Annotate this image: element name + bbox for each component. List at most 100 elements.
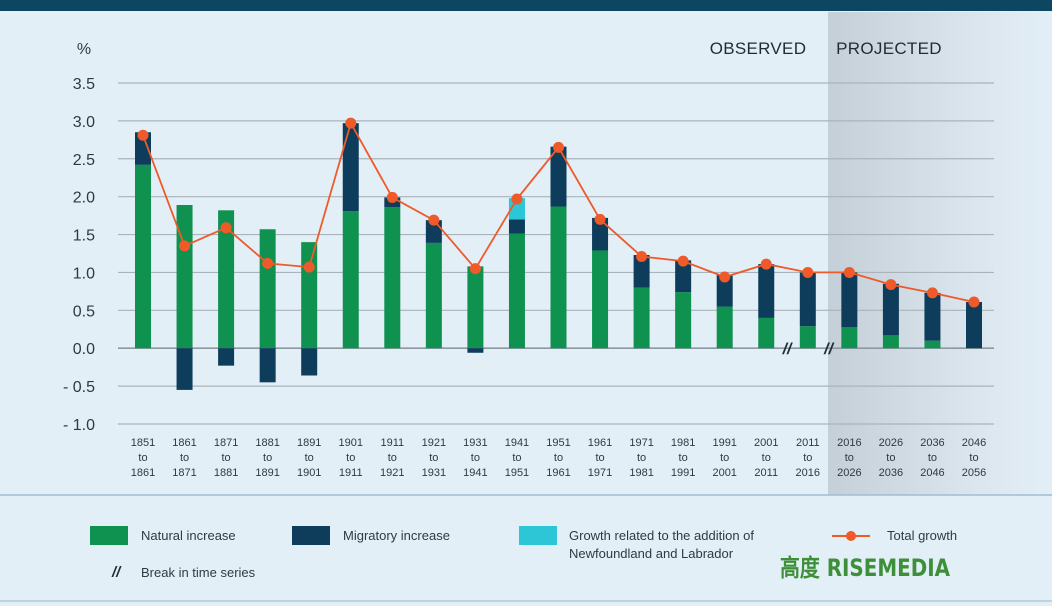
total-growth-point bbox=[428, 214, 440, 226]
total-growth-point bbox=[469, 263, 481, 275]
legend-label-natural: Natural increase bbox=[141, 528, 236, 543]
bar-migratory-increase bbox=[633, 255, 650, 288]
y-tick-label: 0.5 bbox=[73, 303, 95, 320]
x-tick-label: 2046 bbox=[962, 437, 986, 449]
y-unit-label: % bbox=[77, 41, 91, 58]
total-growth-point bbox=[719, 271, 731, 283]
x-tick-label: to bbox=[928, 452, 937, 464]
x-tick-label: to bbox=[429, 452, 438, 464]
total-growth-point bbox=[677, 255, 689, 267]
x-tick-label: 1991 bbox=[671, 467, 695, 479]
x-tick-label: to bbox=[845, 452, 854, 464]
bar-newfoundland-addition bbox=[508, 198, 525, 220]
bar-natural-increase bbox=[882, 335, 899, 349]
x-tick-label: 1851 bbox=[131, 437, 155, 449]
total-growth-point bbox=[137, 129, 149, 141]
x-tick-label: 1971 bbox=[629, 437, 653, 449]
x-tick-label: to bbox=[222, 452, 231, 464]
bar-natural-increase bbox=[758, 317, 775, 349]
legend-label-break: Break in time series bbox=[141, 565, 256, 580]
bar-migratory-increase bbox=[966, 301, 982, 349]
x-tick-label: to bbox=[886, 452, 895, 464]
x-tick-label: to bbox=[720, 452, 729, 464]
x-tick-label: to bbox=[969, 452, 978, 464]
bar-migratory-increase bbox=[841, 272, 858, 328]
y-tick-label: 2.0 bbox=[73, 190, 95, 207]
x-tick-label: 1861 bbox=[172, 437, 196, 449]
bar-natural-increase bbox=[675, 292, 692, 349]
bar-migratory-increase bbox=[716, 274, 733, 307]
x-tick-label: 2011 bbox=[796, 437, 820, 449]
bar-natural-increase bbox=[924, 340, 941, 349]
y-tick-label: 1.5 bbox=[73, 228, 95, 245]
projected-label: PROJECTED bbox=[836, 39, 942, 58]
x-tick-label: to bbox=[595, 452, 604, 464]
y-tick-label: 0.0 bbox=[73, 341, 95, 358]
bar-migratory-increase bbox=[467, 348, 484, 353]
x-tick-label: to bbox=[803, 452, 812, 464]
bar-migratory-increase bbox=[301, 348, 318, 376]
bar-migratory-increase bbox=[218, 348, 235, 366]
y-tick-label: - 1.0 bbox=[63, 417, 95, 434]
y-tick-label: 3.5 bbox=[73, 76, 95, 93]
bar-natural-increase bbox=[176, 205, 193, 349]
observed-label: OBSERVED bbox=[710, 39, 807, 58]
x-tick-label: 2036 bbox=[920, 437, 944, 449]
projected-background bbox=[828, 12, 1052, 495]
legend-label-newfoundland-line1: Growth related to the addition of bbox=[569, 528, 754, 543]
total-growth-point bbox=[760, 258, 772, 270]
total-growth-point bbox=[220, 222, 232, 234]
bar-natural-increase bbox=[425, 242, 442, 349]
bar-natural-increase bbox=[342, 211, 359, 349]
x-tick-label: 1951 bbox=[546, 437, 570, 449]
bar-natural-increase bbox=[716, 306, 733, 349]
legend-break-symbol: // bbox=[111, 564, 122, 581]
y-tick-label: 2.5 bbox=[73, 152, 95, 169]
bar-migratory-increase bbox=[675, 260, 692, 293]
x-tick-label: 2011 bbox=[754, 467, 778, 479]
x-tick-label: 1901 bbox=[297, 467, 321, 479]
x-tick-label: 1971 bbox=[588, 467, 612, 479]
x-tick-label: to bbox=[388, 452, 397, 464]
total-growth-point bbox=[179, 240, 191, 252]
x-tick-label: to bbox=[180, 452, 189, 464]
total-growth-point bbox=[345, 117, 357, 129]
x-tick-label: 2036 bbox=[879, 467, 903, 479]
legend-label-newfoundland-line2: Newfoundland and Labrador bbox=[569, 546, 734, 561]
total-growth-point bbox=[843, 266, 855, 278]
bar-migratory-increase bbox=[799, 272, 816, 327]
x-tick-label: to bbox=[554, 452, 563, 464]
total-growth-point bbox=[636, 251, 648, 263]
x-tick-label: 2001 bbox=[712, 467, 736, 479]
x-tick-label: to bbox=[512, 452, 521, 464]
top-banner bbox=[0, 0, 1052, 11]
x-tick-label: 1991 bbox=[712, 437, 736, 449]
bar-natural-increase bbox=[301, 242, 318, 349]
total-growth-point bbox=[968, 296, 980, 308]
bar-migratory-increase bbox=[550, 146, 567, 207]
break-marker: // bbox=[823, 341, 834, 358]
x-tick-label: 1891 bbox=[297, 437, 321, 449]
total-growth-point bbox=[511, 193, 523, 205]
x-tick-label: 1881 bbox=[255, 437, 279, 449]
bar-migratory-increase bbox=[592, 217, 609, 251]
x-tick-label: to bbox=[305, 452, 314, 464]
bar-migratory-increase bbox=[508, 219, 525, 234]
x-tick-label: 1961 bbox=[588, 437, 612, 449]
legend-swatch-migratory bbox=[292, 526, 330, 545]
x-tick-label: 1941 bbox=[463, 467, 487, 479]
total-growth-point bbox=[386, 191, 398, 203]
bar-natural-increase bbox=[467, 266, 484, 349]
x-tick-label: to bbox=[138, 452, 147, 464]
bar-natural-increase bbox=[508, 233, 525, 349]
x-tick-label: 2016 bbox=[837, 437, 861, 449]
break-marker: // bbox=[782, 341, 793, 358]
x-tick-label: 2056 bbox=[962, 467, 986, 479]
x-tick-label: 1871 bbox=[214, 437, 238, 449]
x-tick-label: 1871 bbox=[172, 467, 196, 479]
bar-natural-increase bbox=[384, 207, 401, 349]
watermark-logo: 高度 RISEMEDIA bbox=[780, 554, 950, 582]
legend-swatch-newfoundland bbox=[519, 526, 557, 545]
x-tick-label: 1951 bbox=[505, 467, 529, 479]
x-tick-label: 2016 bbox=[796, 467, 820, 479]
